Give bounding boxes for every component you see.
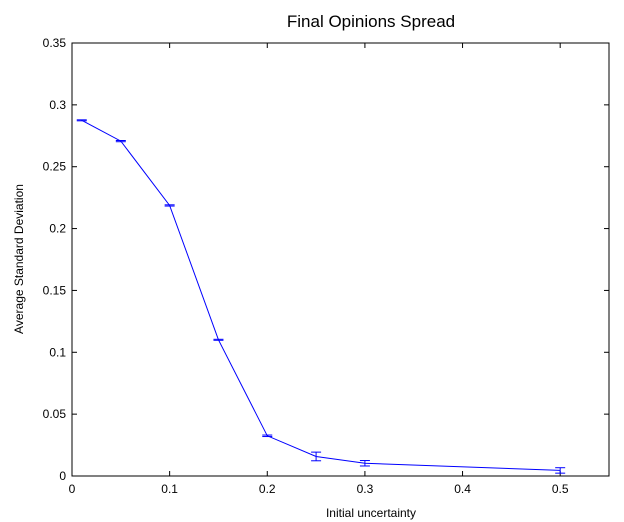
y-tick-label: 0.25 [43, 160, 67, 174]
y-tick-label: 0.35 [43, 36, 67, 50]
y-tick-label: 0.1 [49, 345, 66, 359]
chart-title: Final Opinions Spread [287, 12, 455, 31]
y-tick-label: 0 [59, 469, 66, 483]
y-tick-label: 0.15 [43, 283, 67, 297]
x-tick-label: 0.3 [357, 482, 374, 496]
x-tick-label: 0.2 [259, 482, 276, 496]
x-tick-label: 0.5 [552, 482, 569, 496]
x-tick-label: 0.4 [454, 482, 471, 496]
y-tick-label: 0.05 [43, 407, 67, 421]
y-tick-label: 0.2 [49, 222, 66, 236]
y-tick-label: 0.3 [49, 98, 66, 112]
plot-area: 0 0.1 0.2 0.3 0.4 0.5 0 0.05 0.1 0.15 0.2 0.25 0.3 0.… [43, 36, 610, 496]
x-tick-label: 0.1 [161, 482, 178, 496]
x-axis-label: Initial uncertainty [326, 506, 416, 520]
x-tick-label: 0 [69, 482, 76, 496]
y-axis-label: Average Standard Deviation [12, 184, 26, 334]
series-line [81, 119, 561, 471]
plot-frame [71, 42, 610, 477]
